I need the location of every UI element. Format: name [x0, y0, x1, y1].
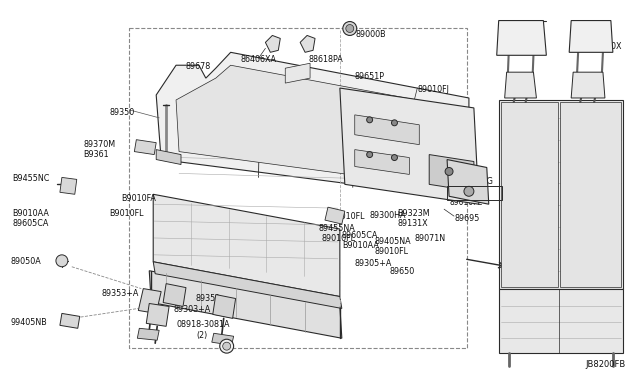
Text: 89350: 89350 [109, 108, 135, 117]
Text: 89305+A: 89305+A [355, 259, 392, 268]
Text: 89010FC: 89010FC [221, 138, 256, 147]
Text: B9010AA: B9010AA [342, 241, 379, 250]
Circle shape [392, 120, 397, 126]
Text: 86445XA: 86445XA [244, 75, 280, 84]
Polygon shape [212, 333, 234, 345]
Text: 89010FE: 89010FE [449, 198, 483, 207]
Polygon shape [156, 52, 469, 199]
Polygon shape [429, 155, 474, 191]
Text: 89651P: 89651P [355, 72, 385, 81]
Text: 89353+A: 89353+A [102, 289, 139, 298]
Text: 89000B: 89000B [356, 31, 387, 39]
Circle shape [445, 167, 453, 176]
Text: B9361: B9361 [84, 150, 109, 158]
Circle shape [367, 117, 372, 123]
Text: B9661: B9661 [221, 128, 246, 137]
Text: 88618PA: 88618PA [308, 55, 343, 64]
Text: 86400X: 86400X [591, 42, 621, 51]
Text: 89131X: 89131X [397, 219, 428, 228]
Circle shape [464, 186, 474, 196]
Text: 89010FJ: 89010FJ [417, 85, 449, 94]
Circle shape [56, 255, 68, 267]
Polygon shape [355, 115, 419, 145]
Text: 89010FL: 89010FL [322, 234, 356, 243]
Circle shape [343, 22, 356, 35]
Text: 89650: 89650 [390, 267, 415, 276]
Circle shape [220, 339, 234, 353]
Polygon shape [560, 102, 621, 286]
Polygon shape [325, 207, 345, 224]
Text: 86400X: 86400X [502, 42, 533, 51]
Text: 89050A: 89050A [10, 257, 41, 266]
Circle shape [346, 25, 354, 32]
Polygon shape [163, 283, 186, 307]
Text: 89405NA: 89405NA [374, 237, 412, 246]
Polygon shape [156, 150, 181, 164]
Polygon shape [285, 63, 310, 83]
Text: 89678: 89678 [186, 62, 211, 71]
Polygon shape [212, 295, 236, 318]
Polygon shape [153, 194, 340, 296]
Text: B9010FL: B9010FL [109, 209, 144, 218]
Text: 89303+A: 89303+A [173, 305, 211, 314]
Text: JB8200FB: JB8200FB [586, 360, 626, 369]
Polygon shape [569, 20, 613, 52]
Text: 86406XA: 86406XA [241, 55, 276, 64]
Polygon shape [60, 314, 80, 328]
Text: 89370M: 89370M [84, 140, 116, 149]
Circle shape [392, 155, 397, 161]
Text: B9010FA: B9010FA [122, 194, 156, 203]
Text: 89071N: 89071N [414, 234, 445, 243]
Text: B9010FL: B9010FL [330, 212, 364, 221]
Polygon shape [149, 271, 342, 338]
Text: 89455NA: 89455NA [318, 224, 355, 233]
Polygon shape [499, 289, 623, 353]
Text: 89010FG: 89010FG [457, 177, 493, 186]
Polygon shape [340, 88, 479, 204]
Bar [129, 29, 467, 348]
Polygon shape [499, 100, 623, 289]
Polygon shape [153, 262, 342, 308]
Bar [447, 186, 502, 200]
Polygon shape [176, 65, 459, 189]
Text: 89605CA: 89605CA [12, 219, 49, 228]
Polygon shape [355, 150, 410, 174]
Polygon shape [147, 304, 169, 326]
Polygon shape [134, 140, 156, 155]
Text: B9010AA: B9010AA [12, 209, 49, 218]
Text: 89605CA: 89605CA [342, 231, 378, 240]
Text: 89670: 89670 [221, 118, 246, 127]
Polygon shape [497, 20, 547, 55]
Polygon shape [138, 328, 159, 340]
Polygon shape [300, 35, 315, 52]
Circle shape [367, 152, 372, 158]
Text: 08918-3081A: 08918-3081A [176, 320, 230, 329]
Text: 89010FL: 89010FL [374, 247, 408, 256]
Text: 99405NB: 99405NB [10, 318, 47, 327]
Text: B9455NC: B9455NC [12, 174, 50, 183]
Text: 89300HA: 89300HA [370, 211, 406, 220]
Polygon shape [60, 177, 77, 194]
Text: 89351: 89351 [196, 294, 221, 302]
Polygon shape [266, 35, 280, 52]
Text: (2): (2) [196, 331, 207, 340]
Text: B9323M: B9323M [397, 209, 430, 218]
Text: 89010FE: 89010FE [451, 189, 486, 198]
Polygon shape [505, 72, 536, 98]
Circle shape [223, 342, 230, 350]
Polygon shape [500, 102, 558, 286]
Text: 89695: 89695 [454, 214, 479, 223]
Polygon shape [138, 289, 161, 314]
Polygon shape [571, 72, 605, 98]
Polygon shape [447, 160, 489, 204]
